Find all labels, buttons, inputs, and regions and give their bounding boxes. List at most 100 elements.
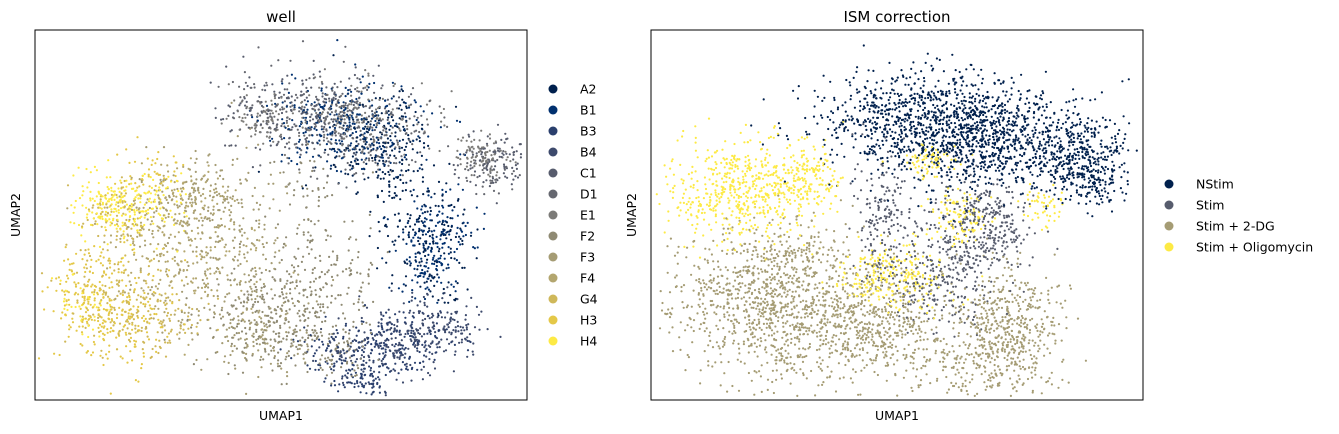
scatter-point: [291, 302, 295, 305]
scatter-point: [463, 208, 466, 211]
scatter-point: [488, 133, 491, 136]
scatter-point: [353, 382, 356, 385]
scatter-point: [443, 257, 446, 260]
scatter-point: [149, 288, 152, 292]
scatter-point: [261, 126, 264, 130]
scatter-point: [356, 380, 359, 383]
scatter-point: [461, 243, 464, 246]
scatter-point: [176, 333, 179, 336]
scatter-point: [143, 223, 146, 227]
scatter-point: [106, 211, 109, 214]
scatter-point: [341, 143, 344, 146]
scatter-point: [121, 328, 124, 331]
scatter-point: [98, 302, 101, 305]
scatter-point: [120, 214, 124, 217]
scatter-point: [383, 330, 386, 333]
scatter-point: [64, 246, 67, 249]
scatter-point: [281, 106, 284, 109]
scatter-point: [321, 320, 324, 323]
scatter-point: [328, 100, 331, 103]
scatter-point: [325, 86, 328, 89]
scatter-point: [318, 116, 321, 119]
scatter-point: [147, 208, 150, 211]
scatter-point: [455, 232, 458, 235]
scatter-point: [143, 291, 146, 295]
scatter-point: [230, 101, 233, 104]
scatter-point: [451, 209, 454, 212]
scatter-point: [294, 287, 297, 290]
scatter-point: [109, 213, 112, 216]
scatter-point: [135, 298, 138, 301]
scatter-point: [285, 282, 288, 285]
scatter-point: [399, 333, 402, 336]
scatter-point: [407, 106, 411, 109]
scatter-point: [388, 183, 391, 186]
scatter-point: [382, 200, 385, 203]
scatter-point: [357, 367, 360, 370]
scatter-point: [368, 106, 371, 110]
scatter-point: [506, 137, 509, 140]
scatter-point: [317, 188, 320, 191]
scatter-point: [143, 203, 146, 206]
scatter-point: [190, 175, 193, 178]
scatter-point: [185, 297, 188, 300]
scatter-point: [333, 384, 337, 387]
scatter-point: [350, 167, 354, 170]
scatter-point: [338, 126, 341, 129]
scatter-point: [285, 270, 289, 273]
scatter-point: [273, 321, 276, 324]
scatter-point: [61, 289, 64, 292]
scatter-point: [314, 368, 317, 371]
scatter-point: [104, 194, 107, 197]
scatter-point: [391, 108, 394, 111]
scatter-point: [280, 340, 283, 343]
scatter-point: [90, 258, 93, 261]
scatter-point: [133, 160, 137, 163]
scatter-point: [328, 97, 331, 100]
scatter-point: [373, 81, 376, 85]
scatter-point: [316, 336, 319, 339]
scatter-point: [383, 127, 386, 130]
scatter-point: [384, 99, 387, 102]
scatter-point: [285, 382, 288, 385]
scatter-point: [421, 123, 424, 126]
scatter-point: [265, 104, 269, 107]
scatter-point: [185, 204, 188, 207]
scatter-point: [104, 229, 108, 232]
scatter-point: [173, 223, 176, 226]
scatter-point: [344, 331, 347, 334]
scatter-point: [239, 182, 243, 185]
scatter-point: [85, 320, 89, 323]
scatter-point: [291, 119, 294, 122]
scatter-point: [193, 187, 196, 190]
scatter-point: [414, 110, 417, 114]
panel-ism-points: [655, 44, 1138, 397]
scatter-point: [110, 312, 113, 315]
scatter-point: [254, 266, 257, 269]
scatter-point: [351, 116, 354, 119]
scatter-point: [378, 386, 381, 389]
scatter-point: [251, 116, 254, 119]
scatter-point: [265, 338, 268, 341]
scatter-point: [422, 246, 425, 249]
scatter-point: [350, 342, 353, 345]
scatter-point: [187, 311, 190, 314]
scatter-point: [149, 356, 152, 359]
scatter-point: [453, 353, 456, 356]
scatter-point: [436, 273, 439, 276]
scatter-point: [371, 110, 374, 113]
scatter-point: [216, 202, 219, 205]
scatter-point: [160, 163, 163, 166]
scatter-point: [449, 188, 452, 191]
scatter-point: [326, 194, 329, 198]
scatter-point: [213, 272, 216, 275]
scatter-point: [72, 312, 75, 315]
scatter-point: [399, 129, 402, 132]
scatter-point: [314, 277, 317, 280]
scatter-point: [320, 89, 323, 92]
scatter-point: [432, 277, 435, 280]
scatter-point: [296, 128, 299, 131]
scatter-point: [171, 286, 174, 289]
scatter-point: [271, 276, 274, 279]
scatter-point: [367, 268, 370, 271]
